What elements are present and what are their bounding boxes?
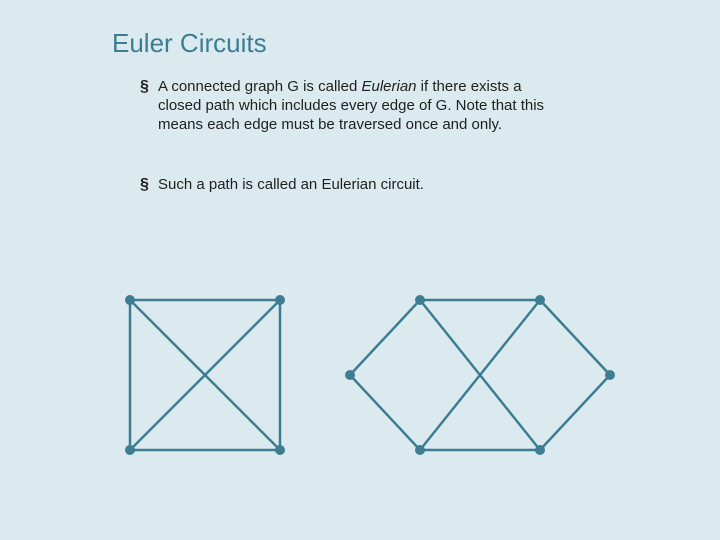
graph-edge <box>350 375 420 450</box>
graph-edge <box>540 300 610 375</box>
bullet-marker: § <box>140 78 158 96</box>
graph-edge <box>540 375 610 450</box>
slide-background: Euler Circuits §A connected graph G is c… <box>0 0 720 540</box>
graph-node <box>415 445 425 455</box>
graph-node <box>275 445 285 455</box>
graph-left <box>110 280 300 470</box>
graph-node <box>275 295 285 305</box>
graph-edge <box>350 300 420 375</box>
graph-node <box>125 295 135 305</box>
bullet-marker: § <box>140 176 158 194</box>
graph-node <box>535 295 545 305</box>
bullet-text: Such a path is called an Eulerian circui… <box>158 176 550 195</box>
graph-right <box>330 280 630 470</box>
graph-node <box>605 370 615 380</box>
graph-node <box>345 370 355 380</box>
bullet-text: A connected graph G is called Eulerian i… <box>158 78 550 134</box>
graph-node <box>535 445 545 455</box>
graph-node <box>415 295 425 305</box>
bullet-item-0: §A connected graph G is called Eulerian … <box>140 78 550 134</box>
bullet-item-1: §Such a path is called an Eulerian circu… <box>140 176 550 195</box>
slide-title: Euler Circuits <box>112 28 267 59</box>
graph-node <box>125 445 135 455</box>
